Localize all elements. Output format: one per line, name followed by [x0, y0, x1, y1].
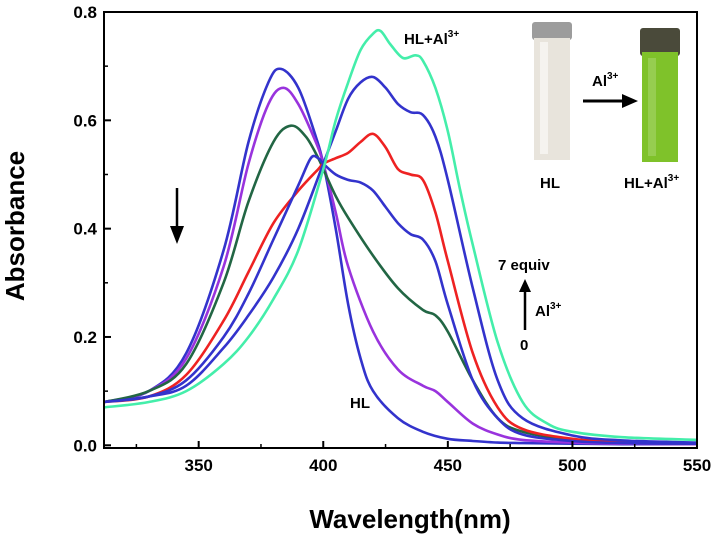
series-line-7: [103, 28, 698, 442]
cuvette-inset: HL Al3+ HL+Al3+: [532, 22, 680, 192]
hl-curve-label: HL: [350, 395, 370, 412]
x-tick-label: 550: [683, 456, 711, 475]
x-axis-title: Wavelength(nm): [309, 504, 510, 534]
al-side-label: Al3+: [535, 301, 562, 320]
inset-hl-label: HL: [540, 175, 560, 192]
cuvette-hl-image: [532, 22, 572, 160]
inset-arrow-icon: [583, 94, 638, 108]
increase-arrow-icon: [519, 279, 531, 330]
y-axis-title: Absorbance: [0, 151, 30, 301]
y-tick-label: 0.0: [73, 436, 97, 455]
inset-al-label: Al3+: [592, 71, 619, 90]
inset-hl-al-label: HL+Al3+: [624, 173, 679, 192]
y-tick-label: 0.2: [73, 328, 97, 347]
plot-frame: [103, 11, 698, 449]
decrease-arrow-icon: [170, 188, 184, 244]
equiv-top-label: 7 equiv: [498, 257, 550, 274]
x-axis-ticks: 350 400 450 500 550: [135, 441, 711, 475]
x-tick-label: 400: [309, 456, 337, 475]
x-tick-label: 450: [434, 456, 462, 475]
hl-al-curve-label: HL+Al3+: [404, 29, 459, 48]
series-layer: [103, 28, 698, 446]
y-axis-ticks: 0.0 0.2 0.4 0.6 0.8: [73, 3, 111, 455]
series-line-1: [103, 67, 698, 446]
cuvette-hl-al-image: [640, 28, 680, 162]
series-line-2: [103, 86, 698, 446]
y-tick-label: 0.6: [73, 111, 97, 130]
series-line-3: [103, 124, 698, 445]
series-line-5: [103, 154, 698, 445]
x-tick-label: 500: [558, 456, 586, 475]
x-tick-label: 350: [184, 456, 212, 475]
series-line-4: [103, 132, 698, 445]
y-tick-label: 0.8: [73, 3, 97, 22]
y-tick-label: 0.4: [73, 220, 97, 239]
series-line-6: [103, 75, 698, 444]
equiv-zero-label: 0: [520, 337, 528, 354]
